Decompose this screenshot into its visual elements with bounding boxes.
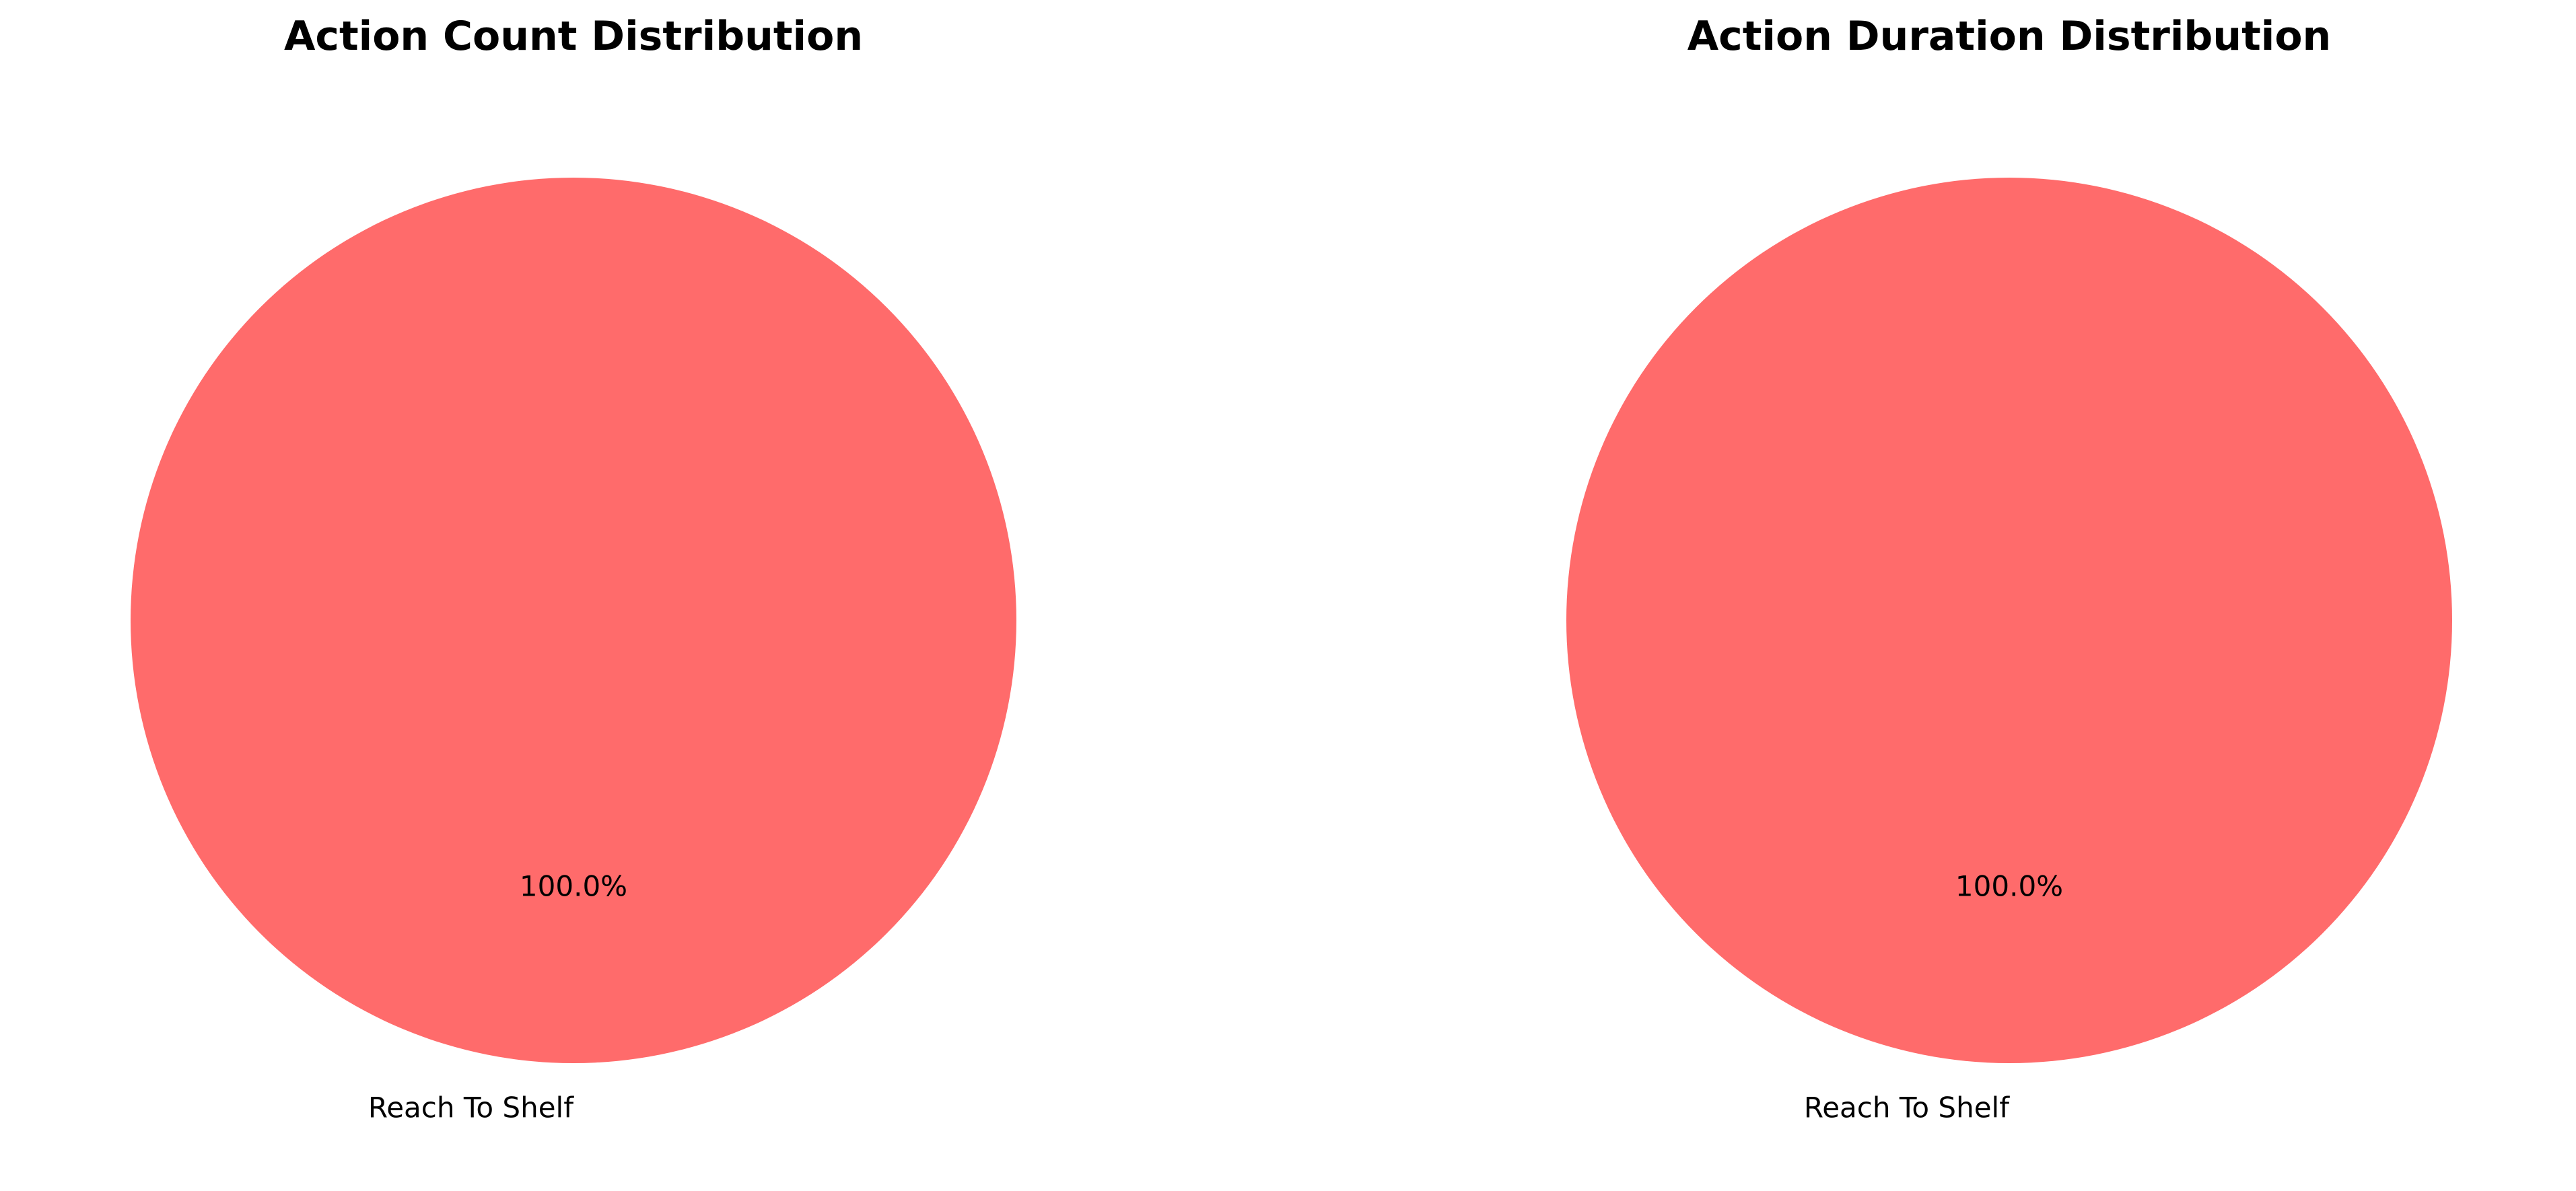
pie-percent-label: 100.0% [520,869,627,902]
pie-slice [131,178,1016,1063]
chart-title-count: Action Count Distribution [284,13,863,60]
pie-slice [1566,178,2452,1063]
pie-category-label: Reach To Shelf [368,1091,574,1124]
pie-category-label: Reach To Shelf [1804,1091,2010,1124]
chart-title-duration: Action Duration Distribution [1687,13,2332,60]
pie-slices-duration: 100.0% Reach To Shelf [1566,178,2452,1124]
pie-slices-count: 100.0% Reach To Shelf [131,178,1016,1124]
pie-percent-label: 100.0% [1955,869,2063,902]
pie-chart-duration: Action Duration Distribution 100.0% Reach… [1566,13,2452,1124]
pie-chart-count: Action Count Distribution 100.0% Reach To… [131,13,1016,1124]
